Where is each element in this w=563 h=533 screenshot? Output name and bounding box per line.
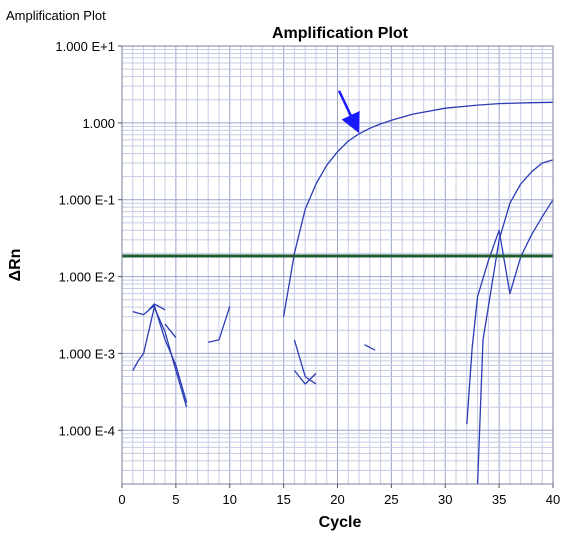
series-line-5 (132, 304, 188, 403)
y-tick-label: 1.000 E-2 (59, 270, 115, 285)
y-tick-label: 1.000 E-4 (59, 423, 115, 438)
window-title: Amplification Plot (6, 8, 106, 23)
indicator-arrow (337, 90, 360, 134)
series-line-9 (218, 306, 231, 341)
chart-title: Amplification Plot (272, 25, 409, 42)
series-layer (132, 101, 554, 485)
x-tick-label: 15 (276, 492, 290, 507)
x-tick-label: 35 (492, 492, 506, 507)
y-axis-label: ΔRn (7, 249, 24, 282)
series-line-8 (208, 339, 220, 343)
y-tick-label: 1.000 E-3 (59, 346, 115, 361)
series-line-6 (148, 303, 166, 311)
x-tick-label: 20 (330, 492, 344, 507)
y-tick-label: 1.000 E-1 (59, 193, 115, 208)
series-line-2 (476, 159, 554, 485)
series-line-3 (466, 199, 554, 425)
x-tick-label: 0 (118, 492, 125, 507)
series-line-10 (293, 339, 317, 385)
x-tick-label: 30 (438, 492, 452, 507)
x-axis-label: Cycle (319, 514, 362, 531)
y-tick-label: 1.000 (82, 116, 115, 131)
series-line-7 (164, 323, 177, 339)
x-tick-label: 10 (223, 492, 237, 507)
series-line-1 (282, 101, 554, 317)
series-line-12 (364, 344, 376, 351)
y-tick-label: 1.000 E+1 (55, 39, 115, 54)
x-tick-label: 25 (384, 492, 398, 507)
grid (121, 45, 554, 485)
x-tick-label: 40 (546, 492, 560, 507)
series-line-11 (293, 370, 317, 385)
x-tick-label: 5 (172, 492, 179, 507)
